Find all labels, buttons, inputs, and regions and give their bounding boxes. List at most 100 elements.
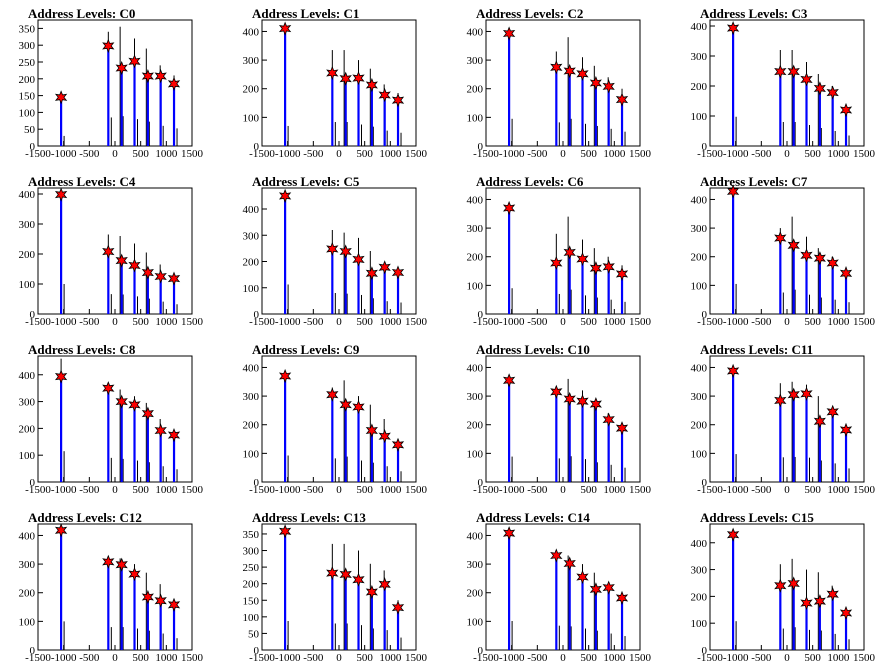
y-tick-label: 400: [19, 530, 36, 542]
x-tick-label: 500: [132, 316, 149, 328]
peak-star-marker: [589, 396, 602, 412]
x-tick-label: 500: [580, 148, 597, 160]
x-tick-label: -1000: [275, 652, 301, 664]
peak-star-marker: [365, 77, 378, 93]
x-tick-label: 0: [560, 484, 566, 496]
x-tick-label: -500: [79, 652, 100, 664]
y-tick-label: 300: [467, 559, 484, 571]
x-tick-label: 1000: [379, 148, 402, 160]
peak-star-marker: [800, 72, 813, 87]
peak-star-marker: [839, 422, 853, 438]
x-tick-label: 1500: [853, 652, 876, 664]
x-tick-label: 0: [784, 316, 790, 328]
y-tick-label: 250: [243, 562, 260, 574]
peak-star-marker: [826, 587, 839, 602]
peak-star-marker: [826, 404, 839, 419]
chart-panel-1: Address Levels: C1 0 100 200 300 400 -1500 -100…: [243, 6, 428, 160]
peak-star-marker: [278, 21, 292, 36]
x-tick-label: 1000: [155, 484, 178, 496]
x-tick-label: 500: [804, 148, 821, 160]
chart-title: Address Levels: C4: [28, 174, 136, 189]
peak-star-marker: [365, 423, 378, 438]
y-tick-label: 200: [467, 420, 484, 432]
x-tick-label: -1500: [25, 652, 51, 664]
chart-panel-14: Address Levels: C14 0 100 200 300 400 -1500 -10…: [467, 510, 652, 664]
y-tick-label: 100: [691, 280, 708, 292]
peak-star-marker: [378, 429, 391, 444]
x-tick-label: -500: [527, 652, 548, 664]
peak-star-marker: [352, 70, 365, 86]
y-tick-label: 350: [19, 23, 36, 35]
y-tick-label: 200: [243, 84, 260, 96]
x-tick-label: -1500: [473, 484, 499, 496]
chart-panel-6: Address Levels: C6 0 100 200 300 400 -1500 -100…: [467, 174, 652, 328]
peak-star-marker: [576, 66, 589, 81]
peak-star-marker: [502, 200, 516, 216]
x-tick-label: 1000: [155, 652, 178, 664]
peak-star-marker: [326, 387, 339, 402]
peak-star-marker: [278, 524, 292, 539]
y-tick-label: 0: [254, 645, 260, 657]
x-tick-label: 500: [804, 316, 821, 328]
y-tick-label: 400: [467, 530, 484, 542]
peak-star-marker: [154, 68, 167, 84]
peak-star-marker: [839, 605, 853, 621]
x-tick-label: 500: [356, 316, 373, 328]
peak-star-marker: [378, 260, 391, 275]
peak-star-marker: [154, 593, 167, 608]
peak-star-marker: [602, 580, 615, 595]
x-tick-label: 500: [804, 484, 821, 496]
x-tick-label: 0: [112, 148, 118, 160]
x-tick-label: -1500: [697, 652, 723, 664]
x-tick-label: 1500: [405, 652, 428, 664]
peak-star-marker: [102, 554, 115, 569]
y-tick-label: 200: [691, 81, 708, 93]
peak-star-marker: [128, 54, 141, 69]
x-tick-label: 0: [560, 148, 566, 160]
x-tick-label: -1000: [723, 316, 749, 328]
y-tick-label: 100: [243, 112, 260, 124]
y-tick-label: 400: [467, 362, 484, 374]
x-tick-label: -1500: [473, 316, 499, 328]
x-tick-label: 1000: [827, 484, 850, 496]
x-tick-label: -1500: [25, 148, 51, 160]
chart-title: Address Levels: C8: [28, 342, 136, 357]
y-tick-label: 200: [243, 257, 260, 269]
y-tick-label: 0: [478, 477, 484, 489]
peak-star-marker: [602, 412, 615, 427]
y-tick-label: 100: [467, 616, 484, 628]
y-tick-label: 200: [19, 588, 36, 600]
y-tick-label: 250: [19, 57, 36, 69]
x-tick-label: -1000: [499, 652, 525, 664]
x-tick-label: -1000: [275, 484, 301, 496]
peak-star-marker: [167, 76, 181, 91]
peak-star-marker: [141, 406, 154, 421]
peak-star-marker: [576, 251, 589, 267]
peak-star-marker: [278, 188, 292, 204]
y-tick-label: 400: [19, 370, 36, 382]
y-tick-label: 300: [467, 391, 484, 403]
x-tick-label: 0: [336, 484, 342, 496]
x-tick-label: 1500: [853, 484, 876, 496]
x-tick-label: 500: [132, 484, 149, 496]
y-tick-label: 300: [243, 546, 260, 558]
y-tick-label: 200: [467, 588, 484, 600]
y-tick-label: 100: [243, 448, 260, 460]
x-tick-label: 500: [132, 652, 149, 664]
y-tick-label: 50: [24, 124, 36, 136]
x-tick-label: -1000: [275, 316, 301, 328]
x-tick-label: -1500: [249, 316, 275, 328]
x-tick-label: 0: [336, 316, 342, 328]
x-tick-label: -1000: [51, 148, 77, 160]
x-tick-label: -500: [527, 148, 548, 160]
peak-star-marker: [326, 241, 339, 257]
peak-star-marker: [102, 381, 115, 396]
y-tick-label: 400: [691, 21, 708, 33]
y-tick-label: 400: [691, 194, 708, 206]
x-tick-label: 1000: [379, 316, 402, 328]
peak-star-marker: [550, 60, 563, 75]
peak-star-marker: [774, 64, 787, 79]
y-tick-label: 100: [467, 448, 484, 460]
y-tick-label: 400: [691, 362, 708, 374]
